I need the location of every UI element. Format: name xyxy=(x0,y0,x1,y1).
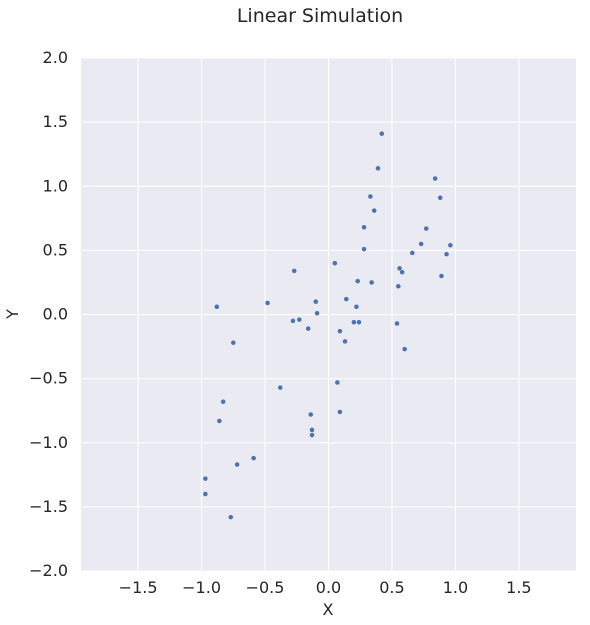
scatter-point xyxy=(353,304,360,310)
scatter-point xyxy=(361,224,367,230)
scatter-point xyxy=(220,399,226,405)
scatter-point xyxy=(202,491,209,497)
scatter-point xyxy=(342,338,348,345)
scatter-point xyxy=(438,273,445,279)
scatter-point xyxy=(396,265,403,272)
scatter-point xyxy=(337,409,343,415)
grid xyxy=(81,57,576,572)
scatter-point xyxy=(443,251,450,257)
scatter-point xyxy=(351,319,357,325)
scatter-point xyxy=(214,304,220,310)
scatter-point xyxy=(361,246,367,252)
y-tick-label: 0.0 xyxy=(43,305,68,324)
scatter-point xyxy=(309,432,315,438)
x-tick-label: 0.0 xyxy=(316,578,341,597)
scatter-point xyxy=(379,130,385,137)
scatter-point xyxy=(309,427,315,433)
y-tick-label: 1.5 xyxy=(43,112,68,131)
scatter-point xyxy=(313,298,319,305)
scatter-point xyxy=(296,316,303,323)
scatter-point xyxy=(395,283,402,289)
scatter-point xyxy=(423,225,429,232)
scatter-point xyxy=(371,207,377,214)
scatter-point xyxy=(290,318,296,324)
x-tick-label: −1.5 xyxy=(119,578,158,597)
scatter-point xyxy=(332,260,338,266)
x-axis-label: X xyxy=(323,600,334,619)
scatter-point xyxy=(314,310,320,316)
scatter-point xyxy=(334,379,341,386)
x-axis-ticks: −1.5 −1.0 −0.5 0.0 0.5 1.0 1.5 xyxy=(119,578,532,597)
scatter-point xyxy=(354,278,361,284)
scatter-point xyxy=(401,346,408,352)
y-axis-ticks: −2.0 −1.5 −1.0 −0.5 0.0 0.5 1.0 1.5 2.0 xyxy=(29,48,68,580)
scatter-point xyxy=(308,411,314,418)
scatter-point xyxy=(399,269,405,275)
scatter-point xyxy=(291,268,297,274)
chart-title: Linear Simulation xyxy=(237,5,403,27)
scatter-point xyxy=(432,175,438,182)
x-tick-label: −0.5 xyxy=(246,578,285,597)
y-tick-label: −2.0 xyxy=(29,561,68,580)
y-tick-label: −0.5 xyxy=(29,369,68,388)
scatter-point xyxy=(337,328,343,334)
y-axis-label: Y xyxy=(3,309,22,320)
scatter-point xyxy=(375,165,381,171)
scatter-point xyxy=(216,418,223,424)
scatter-point xyxy=(437,195,443,201)
y-tick-label: 2.0 xyxy=(43,48,68,67)
scatter-point xyxy=(343,296,349,302)
y-tick-label: −1.5 xyxy=(29,497,68,516)
scatter-point xyxy=(250,455,257,461)
scatter-point xyxy=(367,193,374,200)
scatter-point xyxy=(394,320,400,327)
scatter-point xyxy=(368,279,375,286)
x-tick-label: 0.5 xyxy=(379,578,404,597)
scatter-point xyxy=(356,319,362,325)
scatter-point xyxy=(418,241,424,247)
x-tick-label: −1.0 xyxy=(182,578,221,597)
y-tick-label: 0.5 xyxy=(43,240,68,259)
scatter-point xyxy=(277,384,283,391)
scatter-point xyxy=(409,250,415,256)
scatter-point xyxy=(305,325,311,332)
y-tick-label: 1.0 xyxy=(43,176,68,195)
scatter-point xyxy=(230,340,237,346)
data-points xyxy=(202,130,454,520)
scatter-point xyxy=(234,461,240,468)
scatter-point xyxy=(228,514,234,520)
x-tick-label: 1.0 xyxy=(443,578,468,597)
x-tick-label: 1.5 xyxy=(506,578,531,597)
scatter-point xyxy=(264,300,271,306)
scatter-point xyxy=(202,475,209,482)
scatter-point xyxy=(447,242,454,248)
y-tick-label: −1.0 xyxy=(29,433,68,452)
